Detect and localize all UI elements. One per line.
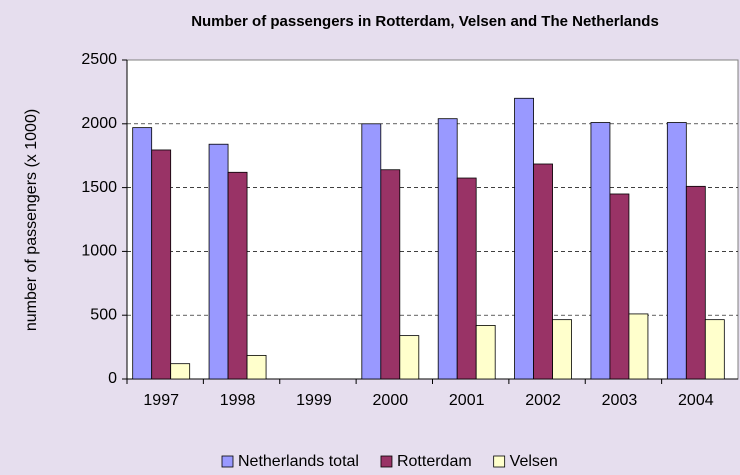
bar: [399, 335, 420, 380]
legend-label: Netherlands total: [238, 453, 359, 470]
bar: [437, 118, 458, 380]
legend-label: Velsen: [510, 453, 558, 470]
x-tick-label: 2004: [678, 392, 714, 409]
x-tick-label: 2002: [525, 392, 561, 409]
x-tick-label: 1997: [143, 392, 179, 409]
bar: [208, 143, 229, 380]
y-tick-label: 2500: [81, 51, 117, 68]
y-axis-label: number of passengers (x 1000): [23, 109, 40, 331]
x-tick-label: 2003: [602, 392, 638, 409]
bar: [246, 354, 267, 380]
bar: [533, 163, 553, 380]
bar: [132, 127, 153, 380]
y-tick-label: 1500: [81, 179, 117, 196]
legend-swatch: [221, 455, 234, 468]
x-tick-label: 2000: [373, 392, 409, 409]
bar: [704, 319, 725, 380]
bar: [456, 177, 477, 380]
bar: [552, 319, 572, 380]
bar: [666, 122, 687, 380]
bar: [475, 325, 496, 380]
x-tick-label: 2001: [449, 392, 485, 409]
bar: [685, 185, 706, 380]
bar: [514, 97, 534, 380]
bar: [628, 313, 649, 380]
y-tick-label: 2000: [81, 115, 117, 132]
bar: [590, 122, 611, 380]
x-tick-label: 1998: [220, 392, 256, 409]
bar: [151, 149, 172, 380]
bar: [609, 193, 630, 380]
bar: [170, 363, 191, 380]
bar: [361, 123, 382, 380]
legend-swatch: [380, 455, 393, 468]
legend-label: Rotterdam: [397, 453, 472, 470]
y-tick-label: 1000: [81, 243, 117, 260]
y-tick-label: 500: [90, 306, 117, 323]
chart-title: Number of passengers in Rotterdam, Velse…: [191, 13, 659, 30]
x-tick-label: 1999: [296, 392, 332, 409]
y-tick-label: 0: [108, 370, 117, 387]
legend-swatch: [493, 455, 506, 468]
bar: [227, 171, 248, 380]
bar: [380, 169, 401, 380]
